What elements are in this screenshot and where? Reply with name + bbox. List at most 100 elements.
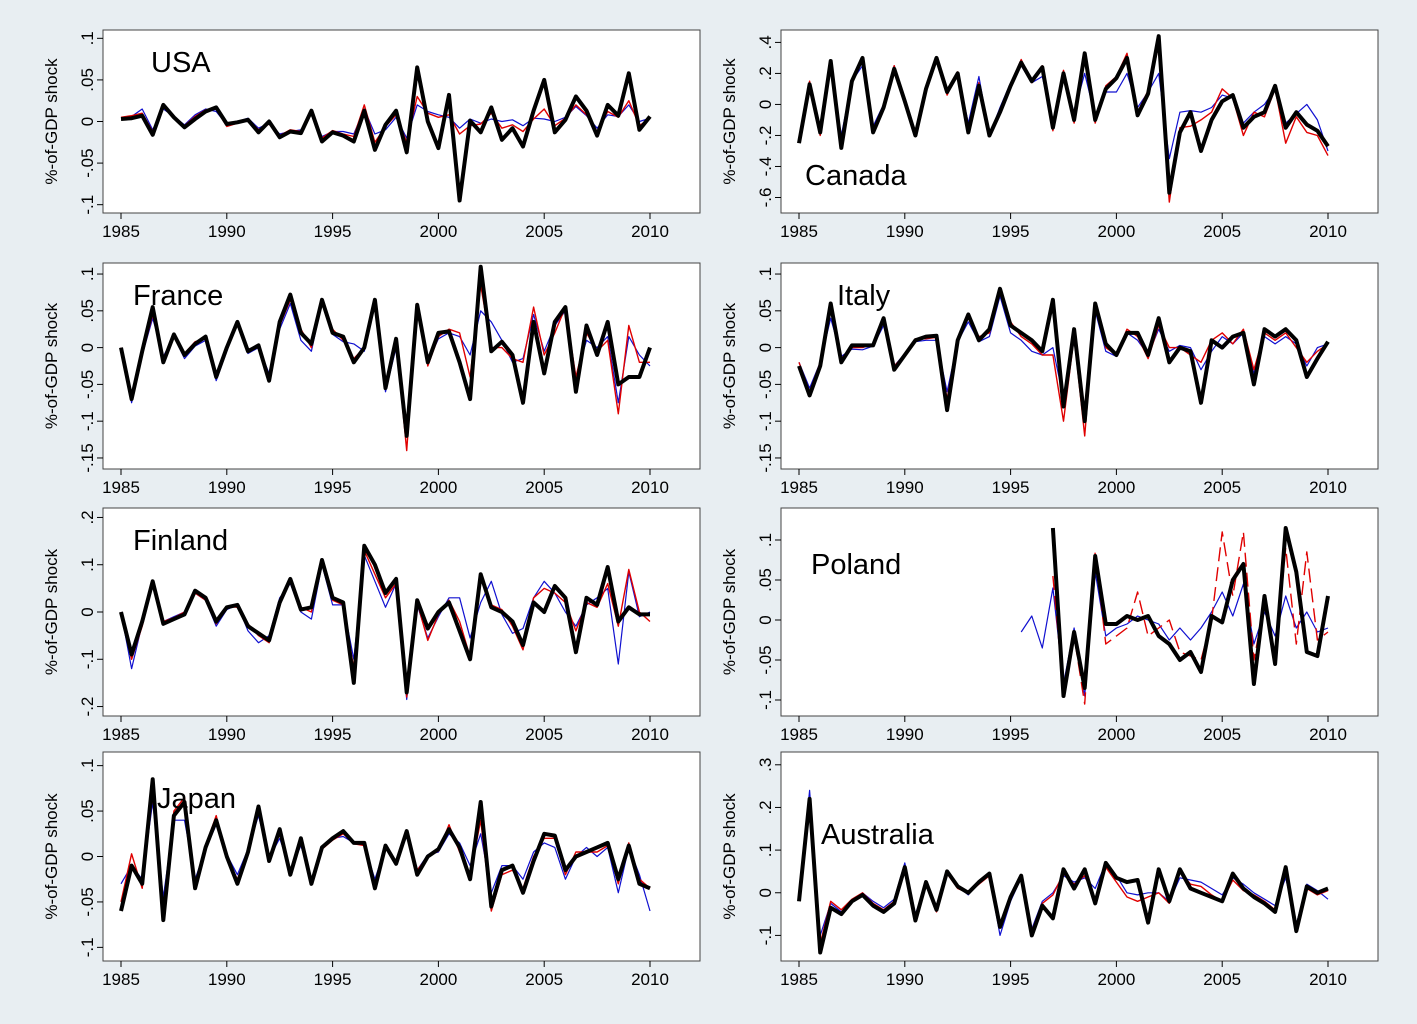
x-tick-label: 2010 — [631, 222, 669, 241]
panel-title: Japan — [157, 783, 236, 815]
y-axis-label: %-of-GDP shock — [720, 548, 739, 675]
x-tick-label: 1990 — [208, 222, 246, 241]
y-tick-label: -.1 — [78, 195, 97, 215]
x-tick-label: 1985 — [102, 478, 140, 497]
plot-area — [780, 751, 1379, 962]
y-tick-label: .1 — [78, 267, 97, 281]
y-tick-label: -.1 — [756, 690, 775, 710]
y-tick-label: .05 — [78, 299, 97, 323]
plot-area — [780, 29, 1379, 214]
x-tick-label: 1995 — [992, 970, 1030, 989]
x-tick-label: 2005 — [525, 725, 563, 744]
panel-usa: 1985 1990 1995 2000 2005 2010 -.1 -.05 0 .05 .1 %-o… — [42, 29, 701, 241]
actual-line — [797, 34, 1330, 195]
y-tick-label: 0 — [78, 343, 97, 352]
y-tick-label: -.15 — [756, 443, 775, 472]
x-tick-label: 2005 — [525, 222, 563, 241]
actual-line — [119, 264, 652, 438]
y-tick-label: -.1 — [78, 937, 97, 957]
x-tick-label: 2000 — [1097, 970, 1135, 989]
y-tick-label: -.1 — [756, 925, 775, 945]
y-tick-label: .2 — [756, 66, 775, 80]
panel-title: USA — [151, 47, 211, 79]
actual-line — [1050, 526, 1330, 698]
y-tick-label: .2 — [78, 510, 97, 524]
panel-japan: 1985 1990 1995 2000 2005 2010 -.1 -.05 0 .05 .1 %-o… — [42, 751, 701, 989]
y-tick-label: -.05 — [756, 645, 775, 674]
x-tick-label: 1995 — [992, 725, 1030, 744]
actual-line — [119, 777, 651, 923]
x-tick-label: 1995 — [992, 222, 1030, 241]
x-tick-label: 2010 — [631, 478, 669, 497]
x-tick-label: 1995 — [314, 222, 352, 241]
panel-title: France — [133, 280, 223, 312]
y-tick-label: .1 — [78, 558, 97, 572]
y-axis-label: %-of-GDP shock — [720, 302, 739, 429]
x-tick-label: 2010 — [1309, 222, 1347, 241]
x-tick-label: 1985 — [780, 478, 818, 497]
panel-poland: 1985 1990 1995 2000 2005 2010 -.1 -.05 0 .05 .1 %-o… — [720, 507, 1379, 744]
x-tick-label: 1995 — [314, 725, 352, 744]
x-tick-label: 1985 — [102, 970, 140, 989]
x-tick-label: 2010 — [1309, 970, 1347, 989]
x-tick-label: 1985 — [780, 222, 818, 241]
x-tick-label: 1990 — [208, 478, 246, 497]
x-tick-label: 2000 — [419, 478, 457, 497]
y-axis-label: %-of-GDP shock — [42, 58, 61, 185]
y-axis-label: %-of-GDP shock — [720, 58, 739, 185]
actual-line — [119, 543, 650, 695]
y-tick-label: .1 — [78, 31, 97, 45]
panel-title: Australia — [821, 819, 935, 851]
panel-title: Canada — [805, 160, 907, 192]
x-tick-label: 2005 — [1203, 222, 1241, 241]
actual-line — [797, 286, 1330, 424]
y-tick-label: -.2 — [78, 697, 97, 717]
y-tick-label: 0 — [756, 888, 775, 897]
panel-france: 1985 1990 1995 2000 2005 2010 -.15 -.1 -.05 0 .05.… — [42, 262, 701, 497]
x-tick-label: 2005 — [525, 478, 563, 497]
x-tick-label: 1990 — [208, 725, 246, 744]
actual-line — [797, 796, 1329, 955]
y-tick-label: -.2 — [756, 126, 775, 146]
y-tick-label: .1 — [756, 843, 775, 857]
panel-finland: 1985 1990 1995 2000 2005 2010 -.2 -.1 0 .1 .2 %-of-… — [42, 507, 701, 744]
y-tick-label: .1 — [756, 267, 775, 281]
x-tick-label: 2000 — [419, 970, 457, 989]
x-tick-label: 2010 — [631, 725, 669, 744]
x-tick-label: 2000 — [419, 222, 457, 241]
x-tick-label: 2000 — [1097, 725, 1135, 744]
x-tick-label: 1995 — [314, 970, 352, 989]
y-axis-label: %-of-GDP shock — [720, 793, 739, 920]
y-tick-label: -.05 — [78, 148, 97, 177]
y-tick-label: 0 — [78, 117, 97, 126]
y-tick-label: .2 — [756, 800, 775, 814]
plot-area — [102, 262, 701, 470]
panel-title: Poland — [811, 549, 901, 581]
x-tick-label: 1990 — [886, 970, 924, 989]
x-tick-label: 2000 — [1097, 478, 1135, 497]
y-tick-label: -.1 — [78, 649, 97, 669]
x-tick-label: 1985 — [102, 222, 140, 241]
y-axis-label: %-of-GDP shock — [42, 548, 61, 675]
x-tick-label: 2005 — [525, 970, 563, 989]
panel-italy: 1985 1990 1995 2000 2005 2010 -.15 -.1 -.05 0 .05.… — [720, 262, 1379, 497]
x-tick-label: 2005 — [1203, 970, 1241, 989]
actual-line — [120, 65, 652, 203]
y-tick-label: -.05 — [78, 887, 97, 916]
y-tick-label: 0 — [78, 607, 97, 616]
x-tick-label: 1990 — [886, 725, 924, 744]
y-tick-label: .05 — [78, 799, 97, 823]
y-tick-label: 0 — [756, 615, 775, 624]
panel-title: Italy — [837, 280, 891, 312]
x-tick-label: 1990 — [886, 478, 924, 497]
y-axis-label: %-of-GDP shock — [42, 302, 61, 429]
x-tick-label: 2000 — [1097, 222, 1135, 241]
y-tick-label: .05 — [756, 568, 775, 592]
x-tick-label: 1990 — [208, 970, 246, 989]
x-tick-label: 2005 — [1203, 725, 1241, 744]
x-tick-label: 2010 — [1309, 478, 1347, 497]
y-tick-label: .1 — [756, 533, 775, 547]
x-tick-label: 1985 — [780, 970, 818, 989]
